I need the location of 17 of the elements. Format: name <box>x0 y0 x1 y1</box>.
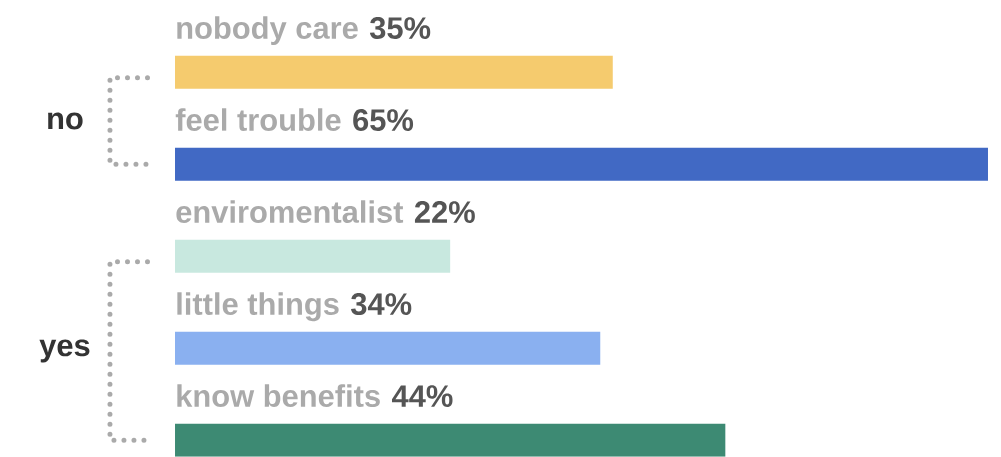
text: no <box>48 112 83 130</box>
bar <box>175 239 451 273</box>
y-tick-label: little things <box>177 292 339 322</box>
data-label: 35% <box>369 17 431 40</box>
bar <box>175 331 601 365</box>
data-label: 34% <box>351 293 412 316</box>
y-tick-label: nobody care <box>177 16 358 46</box>
data-label: 65% <box>353 109 414 132</box>
text: yes <box>39 339 90 363</box>
bar <box>175 423 726 457</box>
data-label: 22% <box>414 201 475 224</box>
y-tick-label: enviromentalist <box>176 200 404 224</box>
bar <box>175 147 988 181</box>
y-tick-label: know benefits <box>177 384 380 408</box>
bar <box>175 55 613 89</box>
y-tick-label: feel trouble <box>175 108 341 132</box>
data-label: 44% <box>391 385 453 408</box>
